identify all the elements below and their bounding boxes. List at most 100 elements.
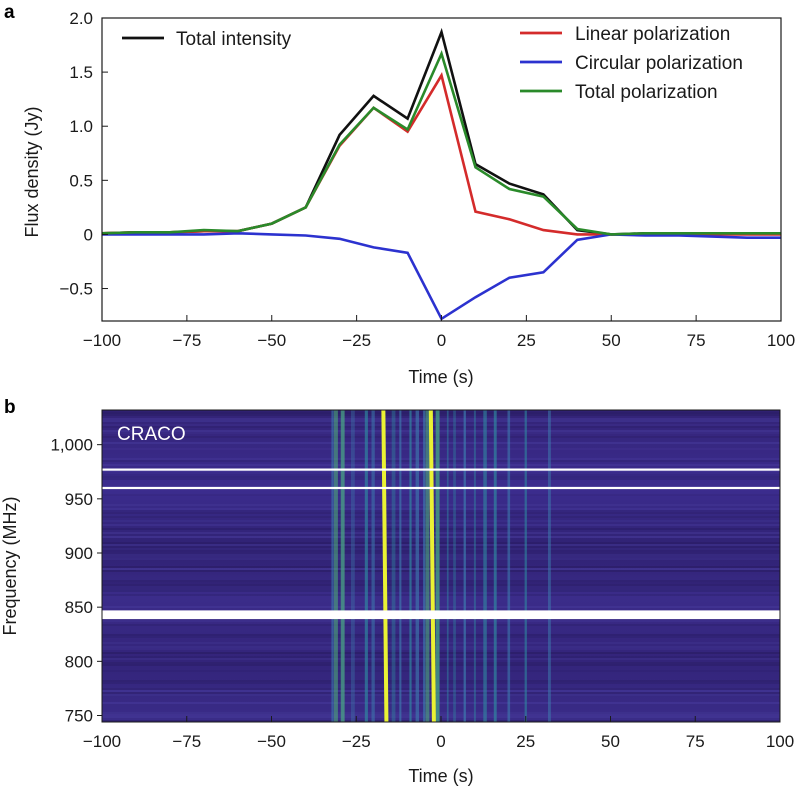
heatmap-band	[102, 436, 780, 438]
heatmap-band	[102, 544, 780, 546]
panel-b-x-tick-label: 75	[686, 732, 705, 751]
heatmap-band	[102, 494, 780, 496]
panel-a-y-tick-label: 0.5	[69, 171, 93, 190]
panel-b-x-tick-label: 100	[766, 732, 794, 751]
panel-a-ticks: −100 −75 −50 −25 0 25 50 75 100 −0.5 0 0.5 1.0 1.5 2.0	[59, 9, 795, 350]
heatmap-band	[102, 470, 780, 472]
panel-b-x-tick-label: −25	[342, 732, 371, 751]
heatmap-faint-stripe	[364, 410, 368, 722]
heatmap-faint-stripe	[371, 410, 375, 722]
heatmap-band	[102, 648, 780, 650]
heatmap-band	[102, 586, 780, 588]
heatmap-band	[102, 688, 780, 690]
heatmap-band	[102, 558, 780, 560]
panel-b-y-axis-label: Frequency (MHz)	[0, 496, 20, 635]
heatmap-band	[102, 476, 780, 478]
heatmap-band	[102, 420, 780, 422]
heatmap-faint-stripe	[351, 410, 355, 722]
heatmap-band	[102, 510, 780, 512]
panel-b-letter: b	[4, 397, 16, 418]
heatmap-band	[102, 464, 780, 466]
panel-a-x-axis-label: Time (s)	[408, 367, 473, 387]
heatmap-band	[102, 430, 780, 432]
heatmap-band	[102, 536, 780, 538]
panel-b-dynamic-spectrum: −100 −75 −50 −25 0 25 50 75 100 750 800 850 900 950 1,…	[0, 409, 794, 786]
panel-a-y-tick-label: 1.5	[69, 63, 93, 82]
panel-a-x-tick-label: −100	[83, 331, 121, 350]
heatmap-faint-stripe	[446, 410, 449, 722]
panel-b-y-tick-label: 1,000	[50, 436, 93, 455]
panel-a-series-group	[102, 27, 781, 321]
heatmap-band	[102, 690, 780, 692]
heatmap-band	[102, 692, 780, 694]
panel-a-line-chart: −100 −75 −50 −25 0 25 50 75 100 −0.5 0 0.5 1.0 1.5 2.0…	[22, 9, 795, 387]
heatmap-band	[102, 424, 780, 426]
heatmap-band	[102, 458, 780, 460]
panel-a-x-tick-label: 25	[517, 331, 536, 350]
heatmap-band	[102, 426, 780, 428]
panel-a-x-tick-label: −50	[257, 331, 286, 350]
heatmap-band	[102, 620, 780, 622]
heatmap-band	[102, 634, 780, 636]
panel-b-x-tick-label: 50	[601, 732, 620, 751]
legend-label-circular-polarization: Circular polarization	[575, 53, 743, 74]
heatmap-faint-stripe	[453, 410, 456, 722]
heatmap-band	[102, 694, 780, 696]
heatmap-band	[102, 556, 780, 558]
heatmap-band	[102, 566, 780, 568]
panel-b-x-tick-label: −50	[257, 732, 286, 751]
heatmap-band	[102, 646, 780, 648]
heatmap-faint-stripe	[409, 410, 412, 722]
heatmap-band	[102, 414, 780, 416]
panel-b-ticks: −100 −75 −50 −25 0 25 50 75 100 750 800 850 900 950 1,…	[50, 436, 794, 751]
heatmap-faint-stripe	[423, 410, 426, 722]
heatmap-faint-stripe	[483, 410, 487, 722]
heatmap-band	[102, 642, 780, 644]
heatmap-glow-stripe	[340, 410, 345, 722]
heatmap-flagged-channels	[102, 468, 780, 620]
heatmap-band	[102, 546, 780, 548]
heatmap-faint-stripe	[548, 410, 551, 722]
heatmap-band	[102, 590, 780, 592]
panel-a-y-tick-label: 2.0	[69, 9, 93, 28]
heatmap-band	[102, 606, 780, 608]
heatmap-glow-stripe	[333, 410, 338, 722]
panel-b-y-tick-label: 950	[65, 490, 93, 509]
legend-label-linear-polarization: Linear polarization	[575, 24, 730, 45]
series-line-total-polarization	[102, 49, 781, 236]
heatmap-faint-stripe	[463, 410, 466, 722]
heatmap-band	[102, 580, 780, 582]
panel-b-x-tick-label: −75	[172, 732, 201, 751]
panel-b-x-tick-label: −100	[83, 732, 121, 751]
heatmap-band	[102, 570, 780, 572]
heatmap-band	[102, 712, 780, 714]
heatmap-band	[102, 442, 780, 444]
heatmap-band	[102, 474, 780, 476]
heatmap-band	[102, 624, 780, 626]
heatmap-band	[102, 680, 780, 682]
heatmap-band	[102, 528, 780, 530]
heatmap-band	[102, 652, 780, 654]
heatmap-band	[102, 584, 780, 586]
heatmap-faint-stripe	[391, 410, 396, 722]
heatmap-band	[102, 670, 780, 672]
heatmap-glow-stripe	[425, 410, 430, 722]
flagged-channel-band	[102, 610, 780, 620]
panel-a-y-tick-label: −0.5	[59, 280, 93, 299]
panel-a-y-tick-label: 1.0	[69, 117, 93, 136]
heatmap-band	[102, 418, 780, 420]
heatmap-band	[102, 412, 780, 414]
heatmap-faint-stripe	[524, 410, 527, 722]
heatmap-faint-stripe	[473, 410, 476, 722]
heatmap-band	[102, 702, 780, 704]
panel-b-y-tick-label: 750	[65, 707, 93, 726]
panel-a-x-tick-label: −75	[172, 331, 201, 350]
craco-label: CRACO	[117, 424, 186, 445]
heatmap-band	[102, 588, 780, 590]
legend-label-total-polarization: Total polarization	[575, 82, 718, 103]
heatmap-band	[102, 524, 780, 526]
panel-b-y-tick-label: 800	[65, 652, 93, 671]
panel-a-x-tick-label: 50	[602, 331, 621, 350]
